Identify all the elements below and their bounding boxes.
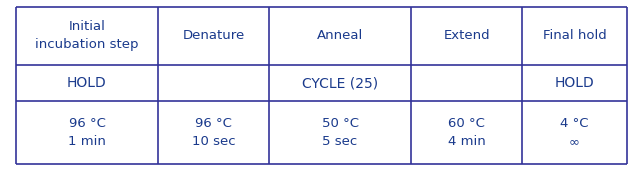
Text: Denature: Denature [183, 29, 244, 42]
Text: Initial
incubation step: Initial incubation step [35, 20, 139, 51]
Text: Extend: Extend [443, 29, 490, 42]
Text: 96 °C
10 sec: 96 °C 10 sec [192, 117, 235, 148]
Text: 4 °C
∞: 4 °C ∞ [560, 117, 589, 148]
Text: 50 °C
5 sec: 50 °C 5 sec [322, 117, 359, 148]
Text: CYCLE (25): CYCLE (25) [302, 76, 378, 90]
Text: Final hold: Final hold [543, 29, 606, 42]
Text: Anneal: Anneal [317, 29, 363, 42]
Text: 60 °C
4 min: 60 °C 4 min [448, 117, 485, 148]
Text: 96 °C
1 min: 96 °C 1 min [68, 117, 106, 148]
Text: HOLD: HOLD [555, 76, 595, 90]
Text: HOLD: HOLD [67, 76, 107, 90]
